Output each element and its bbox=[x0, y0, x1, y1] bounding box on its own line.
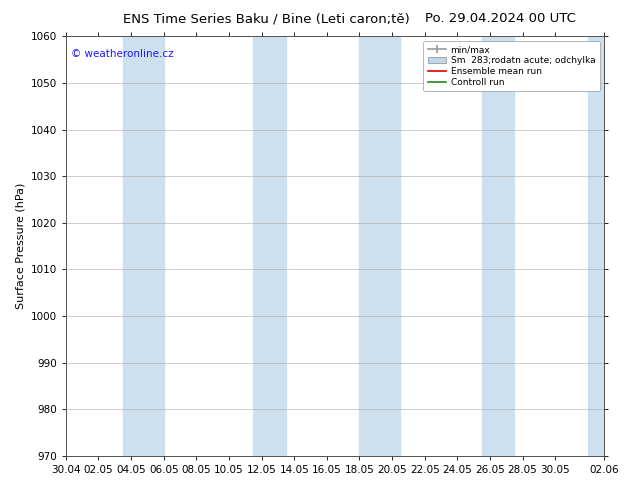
Bar bbox=[359, 36, 400, 456]
Legend: min/max, Sm  283;rodatn acute; odchylka, Ensemble mean run, Controll run: min/max, Sm 283;rodatn acute; odchylka, … bbox=[424, 41, 600, 91]
Bar bbox=[254, 36, 286, 456]
Text: © weatheronline.cz: © weatheronline.cz bbox=[71, 49, 174, 59]
Bar bbox=[482, 36, 514, 456]
Text: Po. 29.04.2024 00 UTC: Po. 29.04.2024 00 UTC bbox=[425, 12, 576, 25]
Y-axis label: Surface Pressure (hPa): Surface Pressure (hPa) bbox=[15, 183, 25, 309]
Bar bbox=[588, 36, 612, 456]
Bar bbox=[123, 36, 164, 456]
Text: ENS Time Series Baku / Bine (Leti caron;tě): ENS Time Series Baku / Bine (Leti caron;… bbox=[123, 12, 410, 25]
